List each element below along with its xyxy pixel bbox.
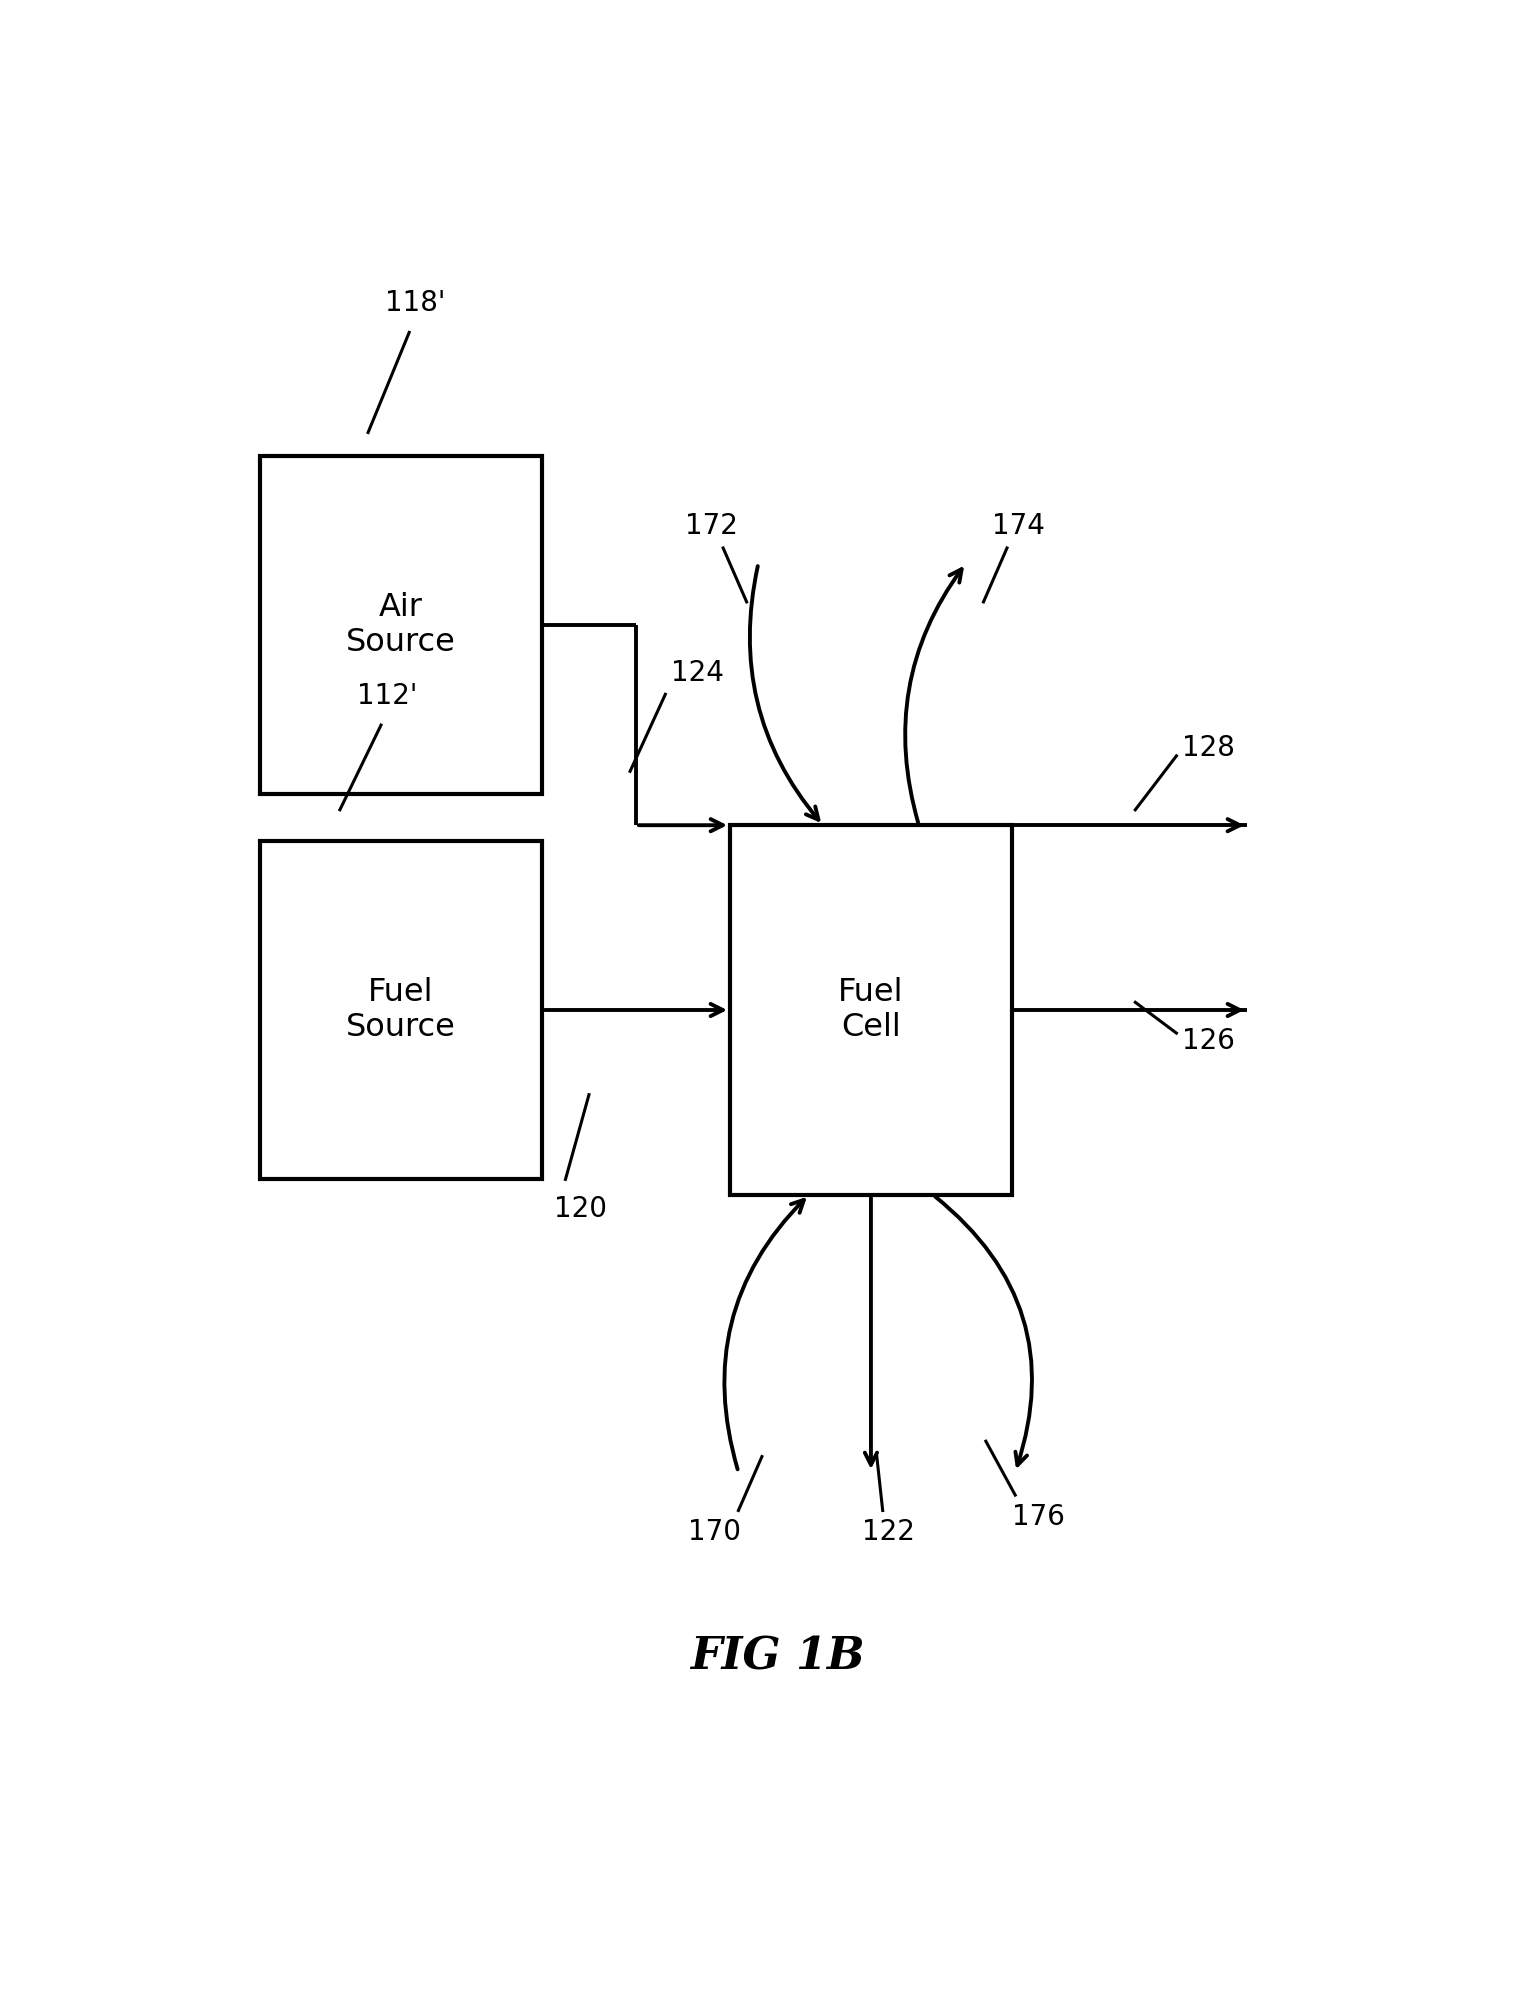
- Text: Fuel
Cell: Fuel Cell: [838, 976, 904, 1044]
- FancyArrowPatch shape: [905, 570, 961, 822]
- Bar: [731, 826, 1013, 1194]
- Text: 128: 128: [1182, 734, 1236, 762]
- Text: 176: 176: [1013, 1502, 1066, 1530]
- FancyArrowPatch shape: [725, 1200, 803, 1470]
- Text: Air
Source: Air Source: [346, 592, 456, 658]
- Text: 174: 174: [993, 512, 1045, 540]
- Text: 120: 120: [553, 1194, 606, 1222]
- Text: 124: 124: [672, 658, 725, 686]
- Bar: [261, 456, 543, 794]
- Text: 122: 122: [863, 1518, 916, 1546]
- Text: 170: 170: [688, 1518, 741, 1546]
- Text: FIG 1B: FIG 1B: [690, 1636, 864, 1678]
- FancyArrowPatch shape: [750, 566, 819, 820]
- Text: 118': 118': [385, 288, 446, 316]
- Text: Fuel
Source: Fuel Source: [346, 976, 456, 1044]
- Text: 126: 126: [1182, 1026, 1236, 1054]
- Text: 172: 172: [685, 512, 738, 540]
- Bar: [261, 840, 543, 1180]
- FancyArrowPatch shape: [935, 1196, 1032, 1466]
- Text: 112': 112': [356, 682, 417, 710]
